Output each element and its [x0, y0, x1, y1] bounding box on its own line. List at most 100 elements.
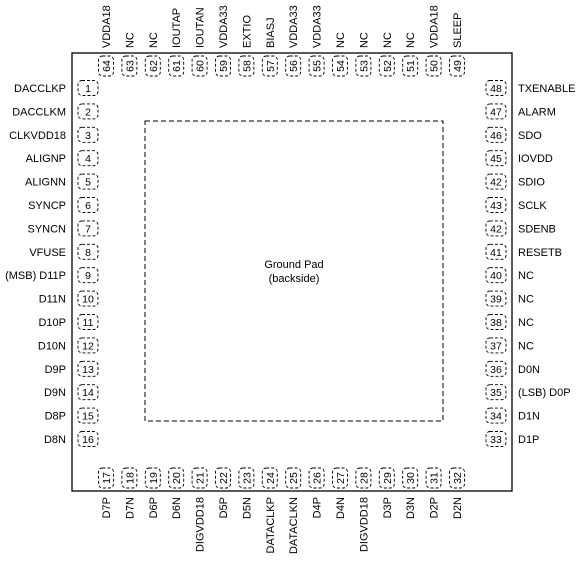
pin-pad: [77, 80, 99, 96]
pin-name: NC: [382, 32, 394, 48]
pin-name: D4N: [335, 497, 347, 519]
pin-name: DATACLKN: [288, 497, 300, 554]
pin-number: 50: [429, 60, 441, 72]
pin-number: 10: [82, 294, 94, 306]
pin-number: 18: [124, 472, 136, 484]
pin-name: SYNCP: [28, 200, 66, 212]
pin-name: D9P: [45, 364, 66, 376]
pin-pad: [308, 467, 325, 489]
pin-pad: [215, 467, 231, 489]
left-pin: 5 ALIGNN: [25, 173, 99, 190]
bottom-pin: 19 D6P: [144, 467, 161, 518]
pin-name: RESETB: [518, 247, 562, 259]
pin-pad: [238, 467, 255, 489]
pin-number: 48: [490, 83, 502, 95]
pin-pad: [98, 467, 114, 489]
pin-number: 22: [218, 472, 230, 484]
pin-pad: [378, 55, 395, 77]
pin-name: DACCLKM: [12, 106, 66, 118]
pin-pad: [485, 243, 507, 260]
left-pin: 3 CLKVDD18: [9, 126, 99, 143]
pin-pad: [485, 384, 507, 401]
pin-name: NC: [518, 340, 534, 352]
pin-number: 19: [148, 472, 160, 484]
pin-name: VDDA33: [288, 5, 300, 48]
pin-pad: [332, 55, 348, 77]
right-pin: 45 IOVDD: [485, 150, 553, 167]
bottom-pin: 29 D3P: [378, 467, 395, 518]
left-pin: 1 DACCLKP: [14, 80, 99, 96]
pin-number: 5: [85, 177, 91, 189]
pin-name: SDIO: [518, 177, 545, 189]
right-pin: 39 NC: [485, 290, 534, 307]
pin-pad: [485, 150, 507, 167]
pin-pad: [355, 55, 372, 77]
pin-number: 30: [405, 472, 417, 484]
pin-name: D11N: [39, 294, 66, 306]
pin-pad: [168, 467, 185, 489]
pin-name: DIGVDD18: [358, 497, 370, 552]
pin-name: DATACLKP: [265, 497, 277, 553]
right-pin: 43 SCLK: [485, 197, 547, 213]
pin-pad: [261, 55, 278, 77]
pin-pad: [308, 55, 325, 77]
left-pin: 15 D8P: [45, 407, 99, 424]
pin-pad: [285, 55, 302, 77]
pin-number: 2: [85, 106, 91, 118]
pin-number: 16: [82, 434, 94, 446]
pin-name: DACCLKP: [14, 83, 66, 95]
left-pin: 16 D8N: [44, 431, 99, 447]
right-pin: 47 ALARM: [485, 103, 556, 120]
pin-name: D0N: [518, 364, 540, 376]
pin-number: 41: [490, 247, 502, 259]
pin-name: NC: [358, 32, 370, 48]
pin-pad: [215, 55, 231, 77]
pin-number: 54: [335, 60, 347, 72]
pin-pad: [332, 467, 348, 489]
ground-pad-label: Ground Pad: [264, 259, 323, 271]
pin-number: 60: [195, 60, 207, 72]
right-pin: 42 SDENB: [485, 220, 556, 237]
pin-name: NC: [405, 32, 417, 48]
bottom-pin: 26 D4P: [308, 467, 325, 518]
pin-number: 61: [171, 60, 183, 72]
pin-pad: [485, 337, 507, 354]
right-pin: 40 NC: [485, 267, 534, 284]
right-pin: 35 (LSB) D0P: [485, 384, 571, 401]
pin-number: 57: [265, 60, 277, 72]
pin-pad: [77, 431, 99, 447]
pin-number: 13: [82, 364, 94, 376]
top-pin: 59 VDDA33: [215, 5, 231, 77]
pin-pad: [449, 55, 465, 77]
pin-number: 12: [82, 340, 94, 352]
right-pin: 41 RESETB: [485, 243, 562, 260]
pin-number: 58: [241, 60, 253, 72]
pin-number: 9: [85, 270, 91, 282]
pin-name: D2P: [429, 497, 441, 518]
top-pin: 53 NC: [355, 32, 372, 77]
pin-name: VDDA18: [429, 5, 441, 48]
pin-number: 43: [490, 200, 502, 212]
pin-number: 37: [490, 340, 502, 352]
pin-pad: [77, 267, 99, 284]
pin-pad: [77, 126, 99, 143]
pin-name: NC: [518, 294, 534, 306]
pin-pad: [285, 467, 302, 489]
pin-name: IOVDD: [518, 153, 553, 165]
right-pin: 48 TXENABLE: [485, 80, 575, 96]
pin-number: 36: [490, 364, 502, 376]
pin-pad: [77, 314, 99, 330]
pin-number: 49: [452, 60, 464, 72]
pin-number: 20: [171, 472, 183, 484]
pin-pad: [425, 55, 442, 77]
bottom-pin: 23 D5N: [238, 467, 255, 519]
pin-name: (LSB) D0P: [518, 387, 571, 399]
pin-pad: [77, 103, 99, 120]
top-pin: 64 VDDA18: [98, 5, 114, 77]
pin-pad: [238, 55, 255, 77]
pin-number: 25: [288, 472, 300, 484]
bottom-pin: 25 DATACLKN: [285, 467, 302, 554]
bottom-pin: 21 DIGVDD18: [191, 467, 208, 552]
pin-number: 33: [490, 434, 502, 446]
right-pin: 46 SDO: [485, 126, 542, 143]
